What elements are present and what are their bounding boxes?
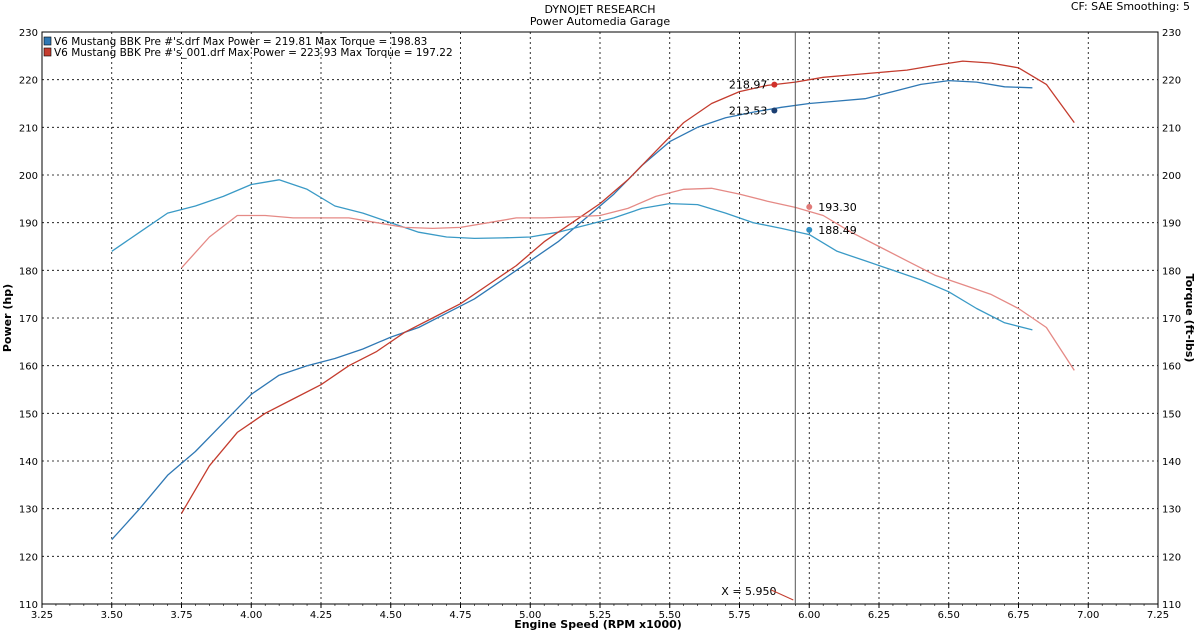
x-tick-label: 6.25	[868, 610, 890, 621]
y-tick-label: 180	[19, 266, 38, 277]
y2-tick-label: 190	[1162, 219, 1181, 230]
y2-tick-label: 150	[1162, 409, 1181, 420]
x-tick-label: 5.50	[659, 610, 681, 621]
x-tick-label: 5.25	[589, 610, 611, 621]
x-tick-label: 4.50	[380, 610, 402, 621]
x-tick-label: 7.00	[1077, 610, 1099, 621]
x-tick-label: 6.75	[1007, 610, 1029, 621]
cursor-x-label: X = 5.950	[721, 585, 776, 598]
y2-tick-label: 200	[1162, 171, 1181, 182]
x-tick-label: 3.75	[170, 610, 192, 621]
legend-entry: V6 Mustang BBK Pre #'s_001.drf Max Power…	[54, 47, 453, 59]
y2-tick-label: 170	[1162, 314, 1181, 325]
legend-swatch	[43, 36, 52, 46]
grid	[42, 32, 1158, 604]
cursor-marker-point	[771, 81, 778, 88]
correction-info: CF: SAE Smoothing: 5	[1070, 0, 1190, 13]
axes: 3.25 3.50 3.75 4.00 4.25 4.50 4.75 5.00 5.25 5.50…	[19, 28, 1181, 621]
y2-tick-label: 220	[1162, 76, 1181, 87]
y2-tick-label: 210	[1162, 123, 1181, 134]
series-run1_torque	[111, 179, 1033, 331]
cursor-marker-label: 188.49	[818, 224, 857, 237]
series-run1_power	[111, 79, 1033, 541]
y-tick-label: 140	[19, 457, 38, 468]
cursor-marker-point	[771, 107, 778, 114]
x-axis-label: Engine Speed (RPM x1000)	[514, 618, 682, 631]
cursor-label-leader	[771, 589, 794, 601]
y-tick-label: 200	[19, 171, 38, 182]
x-tick-label: 3.50	[101, 610, 123, 621]
cursor-marker-label: 213.53	[729, 105, 768, 118]
x-tick-label: 6.50	[938, 610, 960, 621]
x-tick-label: 5.00	[519, 610, 541, 621]
series-run2_power	[180, 60, 1075, 514]
y2-tick-label: 130	[1162, 505, 1181, 516]
legend-entry: V6 Mustang BBK Pre #'s.drf Max Power = 2…	[54, 36, 427, 48]
x-tick-label: 3.25	[31, 610, 53, 621]
x-tick-label: 7.25	[1147, 610, 1169, 621]
legend: V6 Mustang BBK Pre #'s.drf Max Power = 2…	[43, 36, 453, 59]
series-layer	[111, 60, 1075, 541]
x-tick-label: 6.00	[798, 610, 820, 621]
cursor-layer: X = 5.950 218.97 213.53 193.30 188.49	[721, 32, 857, 604]
y-tick-label: 220	[19, 76, 38, 87]
cursor-marker-point	[806, 203, 813, 210]
y-tick-label: 120	[19, 552, 38, 563]
chart-title: DYNOJET RESEARCH	[544, 3, 656, 16]
cursor-marker-label: 193.30	[818, 201, 857, 214]
y-tick-label: 190	[19, 219, 38, 230]
y2-tick-label: 230	[1162, 28, 1181, 39]
x-tick-label: 4.25	[310, 610, 332, 621]
y2-axis-label: Torque (ft-lbs)	[1183, 274, 1196, 363]
plot-frame	[41, 31, 1159, 605]
series-run2_torque	[181, 187, 1075, 371]
y2-tick-label: 110	[1162, 600, 1181, 611]
y-tick-label: 160	[19, 362, 38, 373]
cursor-marker-label: 218.97	[729, 79, 768, 92]
y-tick-label: 110	[19, 600, 38, 611]
y-axis-label: Power (hp)	[1, 284, 14, 352]
y2-tick-label: 160	[1162, 362, 1181, 373]
cursor-marker-point	[806, 226, 813, 233]
y-tick-label: 130	[19, 505, 38, 516]
y2-tick-label: 180	[1162, 266, 1181, 277]
legend-swatch	[43, 47, 52, 57]
y-tick-label: 150	[19, 409, 38, 420]
y-tick-label: 170	[19, 314, 38, 325]
y-tick-label: 230	[19, 28, 38, 39]
x-tick-label: 5.75	[728, 610, 750, 621]
y2-tick-label: 140	[1162, 457, 1181, 468]
x-tick-label: 4.75	[449, 610, 471, 621]
y2-tick-label: 120	[1162, 552, 1181, 563]
chart-subtitle: Power Automedia Garage	[529, 15, 671, 28]
x-tick-label: 4.00	[240, 610, 262, 621]
y-tick-label: 210	[19, 123, 38, 134]
